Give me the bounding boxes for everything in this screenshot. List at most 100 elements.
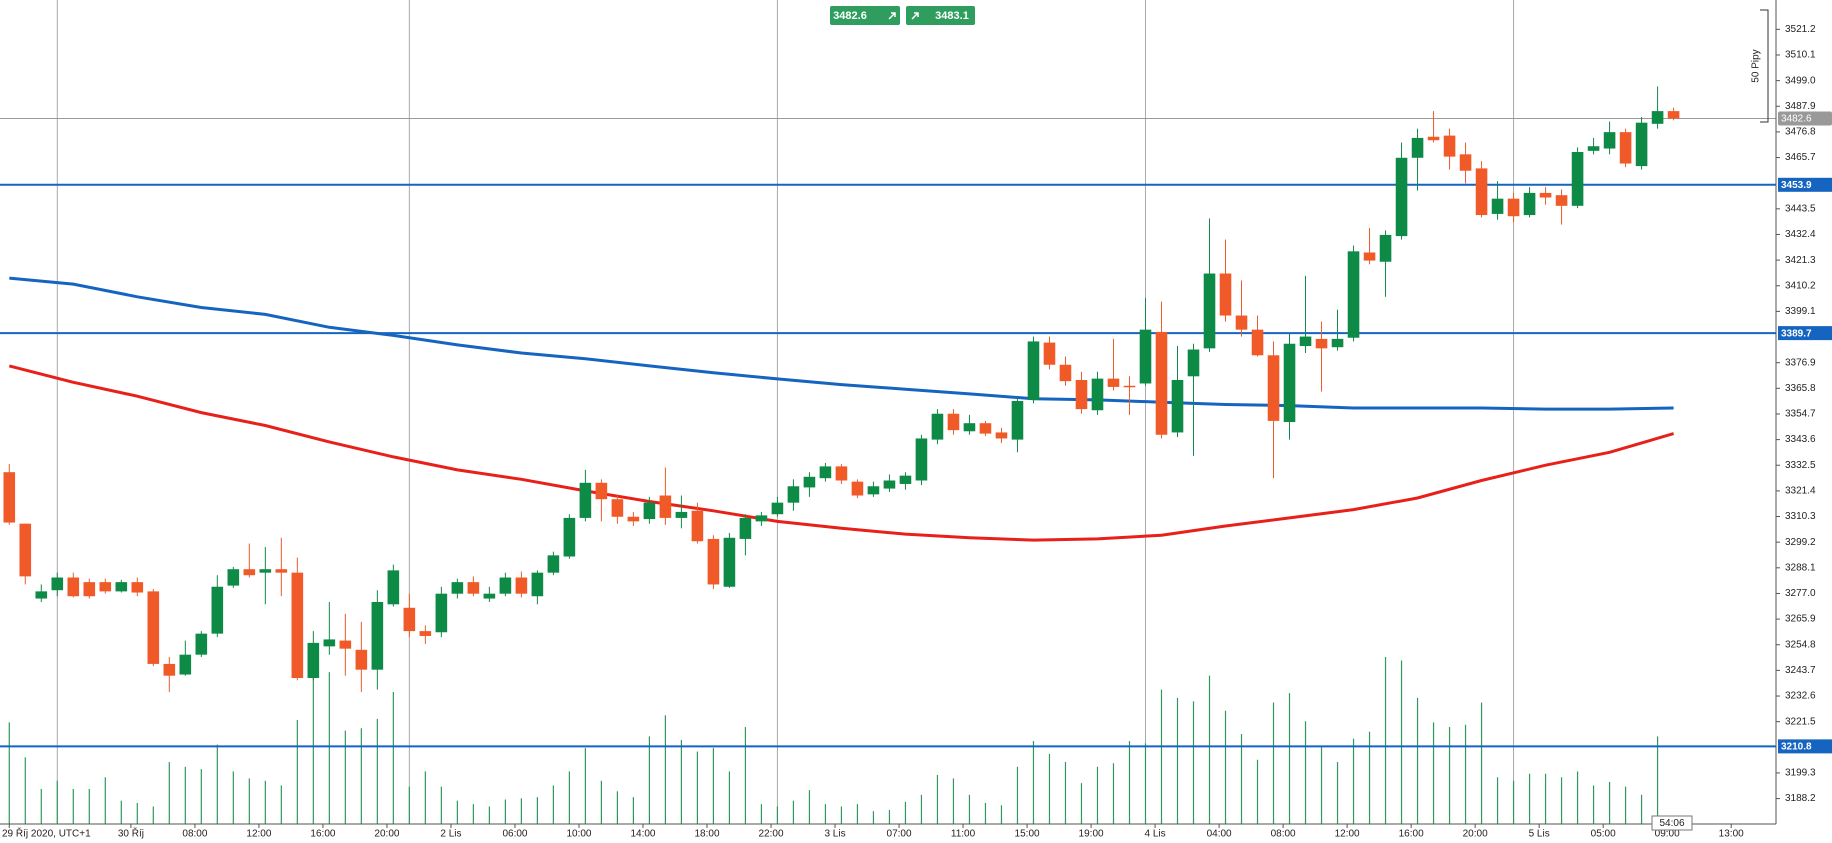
candle-body: [1651, 111, 1664, 124]
x-tick-label: 05:00: [1591, 829, 1616, 840]
candle-body: [531, 572, 544, 597]
level-label: 3210.8: [1781, 742, 1812, 753]
sell-button-bg[interactable]: [830, 6, 900, 25]
candle-body: [547, 555, 560, 573]
y-tick-label: 3521.2: [1785, 24, 1816, 35]
candle-body: [1539, 192, 1552, 198]
candle-body: [1475, 168, 1488, 216]
candle-body: [707, 538, 720, 585]
y-tick-label: 3232.6: [1785, 691, 1816, 702]
candle-body: [1443, 135, 1456, 157]
candle-body: [627, 516, 640, 522]
x-tick-label: 3 Lis: [824, 829, 845, 840]
buy-icon[interactable]: [911, 12, 919, 20]
candle-body: [403, 607, 416, 632]
y-tick-label: 3465.7: [1785, 152, 1816, 163]
candle-body: [35, 591, 48, 599]
candle-body: [867, 486, 880, 495]
candle-timer: 54:06: [1659, 818, 1684, 829]
y-tick-label: 3476.8: [1785, 127, 1816, 138]
y-tick-label: 3254.8: [1785, 639, 1816, 650]
candle-body: [1331, 338, 1344, 348]
candle-body: [227, 569, 240, 586]
candle-body: [1491, 198, 1504, 214]
candle-body: [1395, 157, 1408, 237]
y-tick-label: 3421.3: [1785, 255, 1816, 266]
candle-body: [1251, 329, 1264, 356]
x-tick-label: 11:00: [951, 829, 976, 840]
candle-body: [387, 570, 400, 605]
candle-body: [1011, 401, 1024, 440]
y-tick-label: 3354.7: [1785, 409, 1816, 420]
candle-body: [1619, 132, 1632, 164]
sell-icon[interactable]: [888, 12, 896, 20]
candle-body: [739, 517, 752, 539]
y-tick-label: 3321.4: [1785, 486, 1816, 497]
buy-button[interactable]: 3483.1: [906, 6, 975, 25]
candle-body: [1299, 336, 1312, 347]
level-label-bg: [1778, 177, 1832, 192]
candle-body: [499, 577, 512, 594]
candle-body: [1427, 136, 1440, 141]
x-tick-label: 08:00: [182, 829, 207, 840]
candle-body: [659, 495, 672, 518]
candles: [3, 86, 1680, 693]
range-bracket: 50 Pipy: [1751, 9, 1769, 123]
y-tick-label: 3443.5: [1785, 203, 1816, 214]
candle-body: [1379, 234, 1392, 262]
bracket: [1760, 9, 1769, 123]
y-tick-label: 3365.8: [1785, 383, 1816, 394]
candle-body: [1667, 111, 1680, 119]
sell-button[interactable]: 3482.6: [830, 6, 900, 25]
candle-body: [643, 502, 656, 520]
y-tick-label: 3432.4: [1785, 229, 1816, 240]
candle-body: [67, 577, 80, 597]
candle-body: [1075, 380, 1088, 410]
level-label: 3389.7: [1781, 328, 1812, 339]
candle-body: [259, 569, 272, 573]
candle-body: [195, 633, 208, 655]
x-tick-label: 20:00: [1463, 829, 1488, 840]
x-tick-label: 2 Lis: [440, 829, 461, 840]
candle-body: [803, 476, 816, 488]
candle-body: [1267, 355, 1280, 421]
x-tick-label: 13:00: [1719, 829, 1744, 840]
current-price-label: 3482.6: [1781, 114, 1812, 125]
level-label: 3453.9: [1781, 180, 1812, 191]
current-price-bg: [1778, 111, 1832, 126]
candle-body: [1507, 198, 1520, 217]
y-tick-label: 3376.9: [1785, 357, 1816, 368]
candle-body: [787, 486, 800, 503]
candle-body: [179, 654, 192, 675]
x-tick-label: 08:00: [1271, 829, 1296, 840]
candle-body: [291, 572, 304, 679]
candle-body: [819, 466, 832, 479]
candle-body: [675, 511, 688, 518]
x-tick-label: 29 Říj 2020, UTC+1: [2, 827, 91, 840]
x-tick-label: 14:00: [630, 829, 655, 840]
x-tick-label: 18:00: [694, 829, 719, 840]
candle-body: [99, 582, 112, 592]
candle-body: [851, 481, 864, 496]
buy-button-bg[interactable]: [906, 6, 975, 25]
candle-body: [323, 639, 336, 647]
buy-price[interactable]: 3483.1: [935, 10, 969, 22]
x-tick-label: 16:00: [1399, 829, 1424, 840]
candle-body: [1123, 385, 1136, 388]
candle-body: [1459, 154, 1472, 171]
candle-body: [355, 649, 368, 670]
x-tick-label: 04:00: [1207, 829, 1232, 840]
candle-body: [723, 537, 736, 587]
candle-body: [115, 582, 128, 592]
candle-body: [691, 510, 704, 542]
candle-body: [1411, 137, 1424, 158]
y-tick-label: 3288.1: [1785, 562, 1816, 573]
x-tick-label: 19:00: [1079, 829, 1104, 840]
candle-body: [579, 482, 592, 518]
candle-body: [467, 582, 480, 594]
sell-price[interactable]: 3482.6: [833, 10, 867, 22]
candle-body: [611, 499, 624, 517]
candle-body: [83, 582, 96, 597]
